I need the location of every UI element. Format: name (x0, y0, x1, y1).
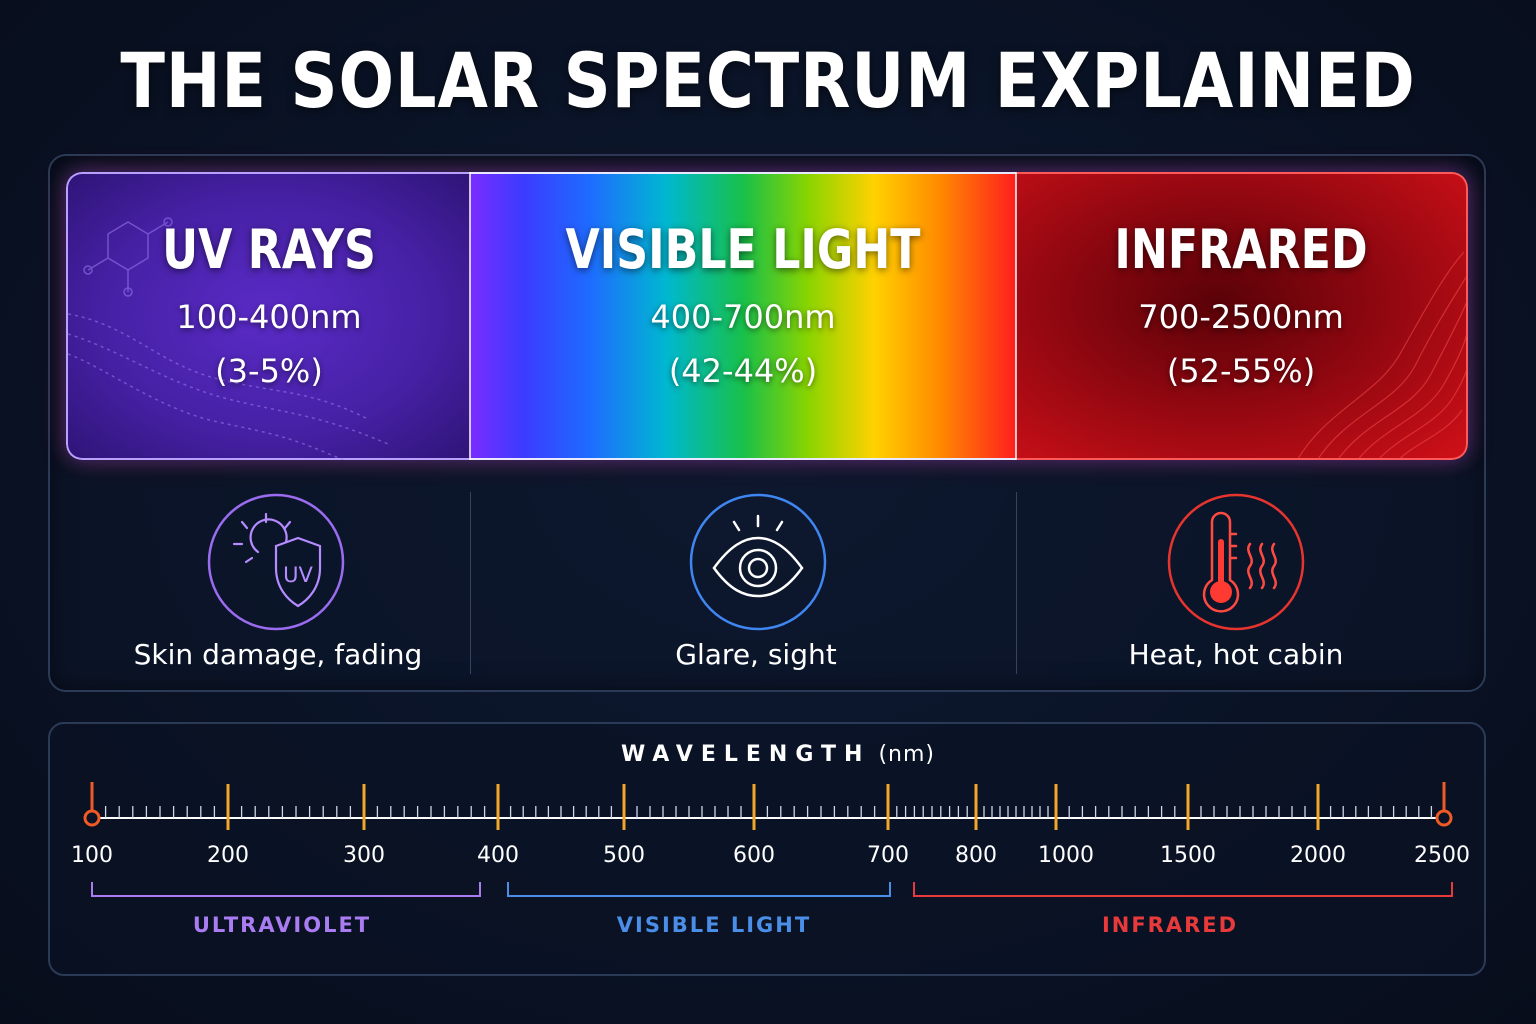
visible-band-share: (42-44%) (668, 352, 818, 390)
axis-tick-label: 2000 (1290, 843, 1346, 868)
axis-tick-label: 300 (343, 843, 385, 868)
axis-tick-label: 200 (207, 843, 249, 868)
effects-divider (1016, 492, 1017, 674)
spectrum-band: UV RAYS 100-400nm (3-5%) VISIBLE LIGHT 4… (66, 172, 1468, 460)
visible-band: VISIBLE LIGHT 400-700nm (42-44%) (470, 172, 1016, 460)
axis-title: WAVELENGTH (nm) (0, 742, 1536, 767)
sun-uv-shield-icon: UV (207, 493, 345, 631)
heat-wave-pattern-icon (1296, 251, 1468, 460)
axis-region-label: VISIBLE LIGHT (617, 913, 811, 937)
uv-band-range: 100-400nm (176, 298, 362, 336)
axis-tick-label: 1000 (1038, 843, 1094, 868)
visible-band-name: VISIBLE LIGHT (565, 218, 921, 281)
axis-endpoint-marker (1435, 809, 1453, 827)
axis-tick-label: 800 (955, 843, 997, 868)
axis-region-bracket (91, 882, 481, 897)
effects-divider (470, 492, 471, 674)
axis-endpoint-marker (83, 809, 101, 827)
uv-band-share: (3-5%) (215, 352, 323, 390)
band-divider (469, 172, 471, 460)
infrared-band-name: INFRARED (1114, 218, 1368, 281)
molecule-pattern-icon (68, 217, 389, 460)
thermometer-heat-icon (1167, 493, 1305, 631)
axis-region-label: INFRARED (1102, 913, 1238, 937)
axis-unit: (nm) (878, 742, 935, 767)
axis-title-text: WAVELENGTH (621, 742, 871, 767)
band-divider (1015, 172, 1017, 460)
infrared-band-share: (52-55%) (1166, 352, 1316, 390)
eye-icon (689, 493, 827, 631)
infrared-band-range: 700-2500nm (1138, 298, 1344, 336)
wavelength-axis: 100 200 300 400 500 600 700 800 1000 1500 2000 2500… (71, 782, 1470, 937)
infrared-effect-label: Heat, hot cabin (1128, 638, 1344, 671)
axis-tick-label: 2500 (1414, 843, 1470, 868)
infrared-band: INFRARED 700-2500nm (52-55%) (1016, 172, 1468, 460)
uv-band: UV RAYS 100-400nm (3-5%) (66, 172, 470, 460)
visible-effect-label: Glare, sight (675, 638, 837, 671)
wavelength-axis-card (48, 722, 1486, 976)
uv-effect-label: Skin damage, fading (133, 638, 423, 671)
axis-region-bracket (507, 882, 891, 897)
axis-tick-label: 1500 (1160, 843, 1216, 868)
axis-tick-label: 400 (477, 843, 519, 868)
visible-band-range: 400-700nm (650, 298, 836, 336)
axis-tick-label: 600 (733, 843, 775, 868)
axis-tick-label: 500 (603, 843, 645, 868)
axis-tick-label: 100 (71, 843, 113, 868)
page-title: THE SOLAR SPECTRUM EXPLAINED (120, 36, 1416, 125)
axis-tick-label: 700 (867, 843, 909, 868)
svg-text:UV: UV (283, 563, 313, 587)
axis-region-label: ULTRAVIOLET (193, 913, 371, 937)
uv-band-name: UV RAYS (162, 218, 376, 281)
axis-region-bracket (913, 882, 1453, 897)
